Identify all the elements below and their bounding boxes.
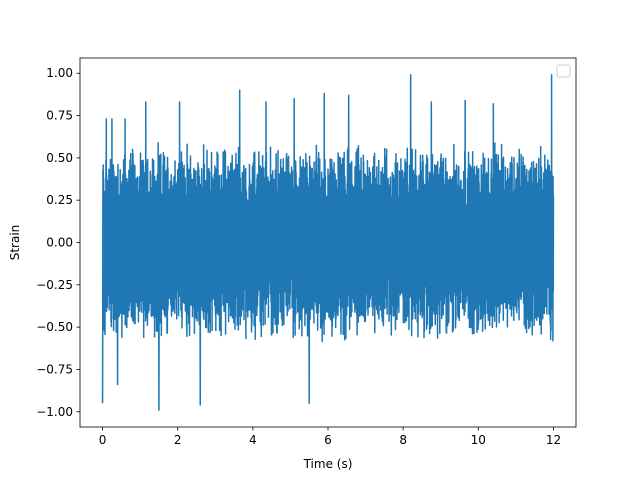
x-axis-ticks: 0 2 4 6 8 10 12 — [99, 427, 561, 447]
y-tick-label: −1.00 — [36, 405, 73, 419]
y-tick-label: 1.00 — [46, 66, 73, 80]
y-tick-label: 0.75 — [46, 109, 73, 123]
strain-series-line — [101, 74, 555, 411]
x-tick-label: 12 — [546, 433, 561, 447]
y-axis-label: Strain — [8, 225, 22, 261]
y-tick-label: 0.25 — [46, 193, 73, 207]
x-tick-label: 0 — [99, 433, 107, 447]
legend-box — [556, 64, 571, 78]
y-tick-label: −0.25 — [36, 278, 73, 292]
x-tick-label: 2 — [174, 433, 182, 447]
x-tick-label: 8 — [399, 433, 407, 447]
series-layer — [101, 74, 555, 411]
y-tick-label: 0.00 — [46, 236, 73, 250]
x-tick-label: 6 — [324, 433, 332, 447]
plot-area — [79, 57, 577, 428]
x-tick-label: 4 — [249, 433, 257, 447]
x-tick-label: 10 — [471, 433, 486, 447]
x-axis-label: Time (s) — [303, 457, 353, 471]
y-tick-label: 0.50 — [46, 151, 73, 165]
y-axis-ticks: −1.00 −0.75 −0.50 −0.25 0.00 0.25 0.50 0.75 1.00 — [36, 66, 80, 419]
y-tick-label: −0.75 — [36, 362, 73, 376]
y-tick-label: −0.50 — [36, 320, 73, 334]
legend — [556, 64, 571, 78]
